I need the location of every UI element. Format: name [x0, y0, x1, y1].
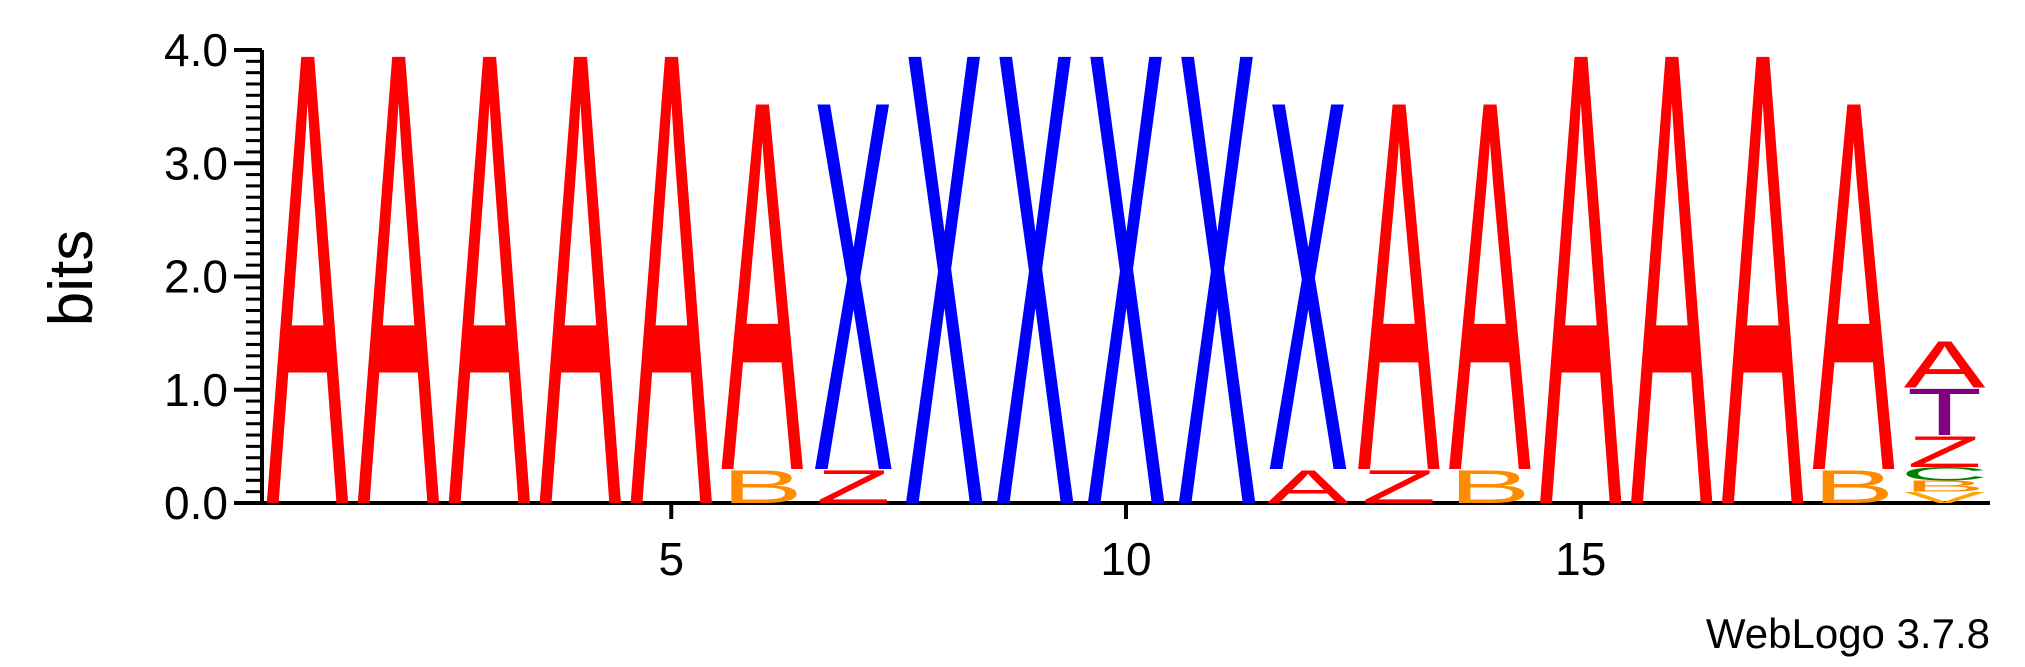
logo-letter-A: A: [721, 0, 803, 582]
logo-column-7: ZX: [812, 0, 894, 582]
y-tick-label: 2.0: [164, 251, 228, 303]
logo-column-10: X: [1085, 0, 1167, 641]
logo-letter-V: V: [1904, 489, 1986, 507]
y-axis-label: bits: [37, 230, 106, 326]
logo-column-14: BA: [1449, 0, 1531, 582]
logo-letter-X: X: [1267, 0, 1349, 582]
axes: 0.0 1.0 2.0 3.0 4.0 5 10 15: [164, 24, 1990, 585]
logo-column-8: X: [903, 0, 985, 641]
logo-column-4: A: [539, 0, 621, 641]
logo-letter-X: X: [1085, 0, 1167, 641]
logo-letter-X: X: [994, 0, 1076, 641]
logo-letter-B: B: [1449, 460, 1531, 513]
logo-letter-A: A: [1267, 460, 1349, 513]
logo-letter-A: A: [1904, 328, 1986, 402]
logo-letter-A: A: [1813, 0, 1895, 582]
logo-column-1: A: [267, 0, 349, 641]
logo-letter-Z: Z: [1361, 460, 1436, 513]
logo-letter-A: A: [1540, 0, 1622, 641]
logo-column-2: A: [357, 0, 439, 641]
logo-letter-A: A: [357, 0, 439, 641]
logo-column-12: AX: [1267, 0, 1349, 582]
logo-letter-T: T: [1907, 375, 1982, 449]
x-tick-label: 10: [1100, 533, 1151, 585]
logo-letter-B: B: [1904, 477, 1986, 495]
y-tick-label: 1.0: [164, 364, 228, 416]
logo-column-3: A: [448, 0, 530, 641]
logo-letter-A: A: [1631, 0, 1713, 641]
logo-column-11: X: [1176, 0, 1258, 641]
logo-column-17: A: [1722, 0, 1804, 641]
logo-letter-A: A: [1358, 0, 1440, 582]
logo-letter-X: X: [1176, 0, 1258, 641]
logo-column-18: BA: [1813, 0, 1895, 582]
y-tick-label: 3.0: [164, 137, 228, 189]
weblogo-credit: WebLogo 3.7.8: [1706, 610, 1990, 657]
logo-column-5: A: [630, 0, 712, 641]
logo-column-16: A: [1631, 0, 1713, 641]
x-major-ticks: 5 10 15: [658, 503, 1606, 585]
logo-letter-A: A: [539, 0, 621, 641]
logo-column-15: A: [1540, 0, 1622, 641]
x-tick-label: 5: [658, 533, 684, 585]
logo-column-13: ZA: [1358, 0, 1440, 582]
y-tick-label: 4.0: [164, 24, 228, 76]
logo-letter-Z: Z: [1907, 426, 1982, 476]
y-major-ticks: 0.0 1.0 2.0 3.0 4.0: [164, 24, 262, 529]
x-tick-label: 15: [1555, 533, 1606, 585]
logo-letter-A: A: [267, 0, 349, 641]
logo-letter-X: X: [812, 0, 894, 582]
logo-letter-C: C: [1900, 463, 1989, 484]
y-minor-ticks: [246, 59, 262, 494]
logo-letter-A: A: [1449, 0, 1531, 582]
logo-letter-A: A: [630, 0, 712, 641]
logo-letter-B: B: [1813, 460, 1895, 513]
logo-letter-A: A: [1722, 0, 1804, 641]
logo-column-9: X: [994, 0, 1076, 641]
logo-letter-A: A: [448, 0, 530, 641]
y-tick-label: 0.0: [164, 477, 228, 529]
logo-letter-Z: Z: [816, 460, 891, 513]
logo-letter-X: X: [903, 0, 985, 641]
logo-column-6: BA: [721, 0, 803, 582]
logo-letter-B: B: [721, 460, 803, 513]
